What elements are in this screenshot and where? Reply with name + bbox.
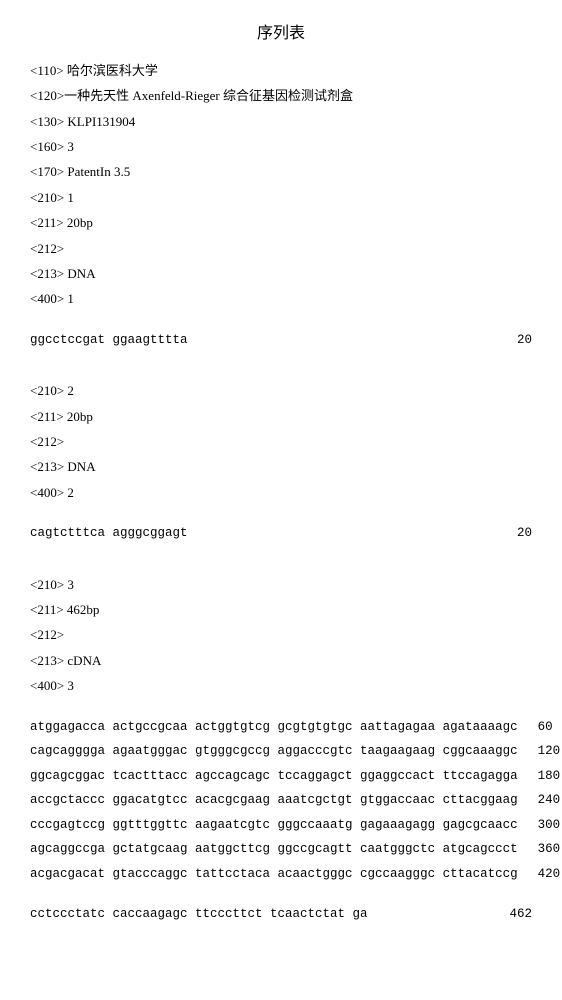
- seq3-210: <210> 3: [30, 573, 532, 596]
- seq3-text: acgacgacat gtacccaggc tattcctaca acaactg…: [30, 863, 518, 886]
- seq3-text: atggagacca actgccgcaa actggtgtcg gcgtgtg…: [30, 716, 518, 739]
- seq2-210: <210> 2: [30, 379, 532, 402]
- seq2-row: cagtctttca agggcggagt 20: [30, 522, 532, 545]
- seq1-213: <213> DNA: [30, 262, 532, 285]
- seq1-text: ggcctccgat ggaagtttta: [30, 329, 188, 352]
- seq2-212: <212>: [30, 430, 532, 453]
- seq3-text: cccgagtccg ggtttggttc aagaatcgtc gggccaa…: [30, 814, 518, 837]
- seq3-row: ggcagcggac tcactttacc agccagcagc tccagga…: [30, 765, 532, 788]
- seq3-num: 120: [518, 740, 561, 763]
- seq3-num: 240: [518, 789, 561, 812]
- seq3-row: cagcagggga agaatgggac gtgggcgccg aggaccc…: [30, 740, 532, 763]
- field-130: <130> KLPI131904: [30, 110, 532, 133]
- seq3-text: agcaggccga gctatgcaag aatggcttcg ggccgca…: [30, 838, 518, 861]
- seq2-213: <213> DNA: [30, 455, 532, 478]
- seq3-num: 300: [518, 814, 561, 837]
- field-160: <160> 3: [30, 135, 532, 158]
- seq3-211: <211> 462bp: [30, 598, 532, 621]
- field-170: <170> PatentIn 3.5: [30, 160, 532, 183]
- seq3-400: <400> 3: [30, 674, 532, 697]
- seq3-213: <213> cDNA: [30, 649, 532, 672]
- seq3-212: <212>: [30, 623, 532, 646]
- seq3-row: acgacgacat gtacccaggc tattcctaca acaactg…: [30, 863, 532, 886]
- page-title: 序列表: [30, 20, 532, 49]
- seq3-row: agcaggccga gctatgcaag aatggcttcg ggccgca…: [30, 838, 532, 861]
- seq3-text: accgctaccc ggacatgtcc acacgcgaag aaatcgc…: [30, 789, 518, 812]
- seq3-row: cctccctatc caccaagagc ttcccttct tcaactct…: [30, 903, 532, 926]
- seq1-212: <212>: [30, 237, 532, 260]
- seq3-row: accgctaccc ggacatgtcc acacgcgaag aaatcgc…: [30, 789, 532, 812]
- seq3-num: 360: [518, 838, 561, 861]
- seq1-210: <210> 1: [30, 186, 532, 209]
- seq3-row: cccgagtccg ggtttggttc aagaatcgtc gggccaa…: [30, 814, 532, 837]
- seq3-row: atggagacca actgccgcaa actggtgtcg gcgtgtg…: [30, 716, 532, 739]
- seq3-num: 462: [489, 903, 532, 926]
- seq3-num: 180: [518, 765, 561, 788]
- seq3-text: ggcagcggac tcactttacc agccagcagc tccagga…: [30, 765, 518, 788]
- seq1-400: <400> 1: [30, 287, 532, 310]
- seq1-row: ggcctccgat ggaagtttta 20: [30, 329, 532, 352]
- seq3-num: 420: [518, 863, 561, 886]
- seq3-text: cctccctatc caccaagagc ttcccttct tcaactct…: [30, 903, 368, 926]
- field-110: <110> 哈尔滨医科大学: [30, 59, 532, 82]
- seq2-211: <211> 20bp: [30, 405, 532, 428]
- field-120: <120>一种先天性 Axenfeld‑Rieger 综合征基因检测试剂盒: [30, 84, 532, 107]
- seq3-text: cagcagggga agaatgggac gtgggcgccg aggaccc…: [30, 740, 518, 763]
- seq2-400: <400> 2: [30, 481, 532, 504]
- seq2-text: cagtctttca agggcggagt: [30, 522, 188, 545]
- seq1-num: 20: [497, 329, 532, 352]
- seq1-211: <211> 20bp: [30, 211, 532, 234]
- seq3-num: 60: [518, 716, 553, 739]
- seq2-num: 20: [497, 522, 532, 545]
